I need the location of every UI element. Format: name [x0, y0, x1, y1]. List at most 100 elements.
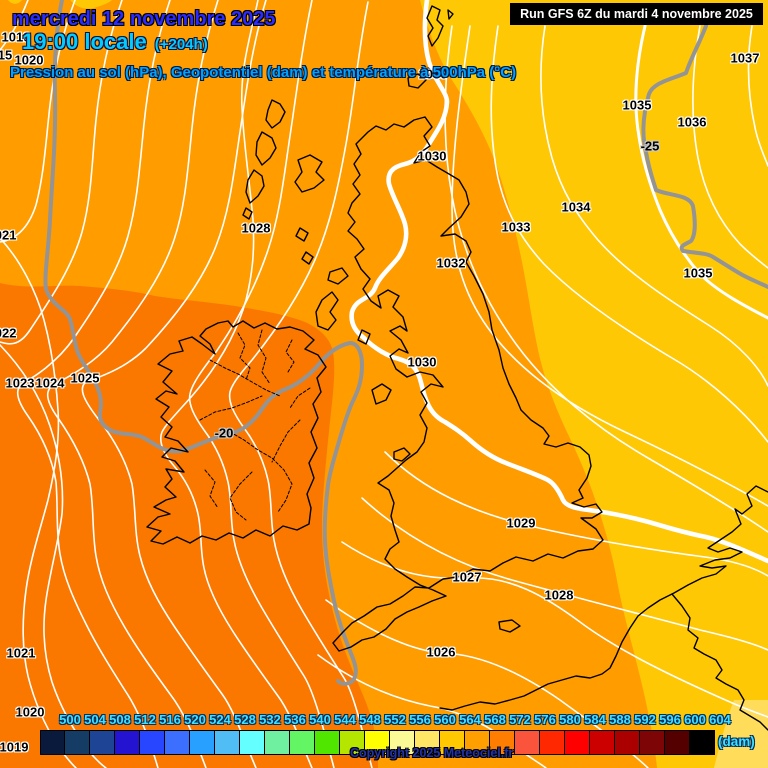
isobar-line-1030: [349, 0, 768, 564]
isobar-line: [692, 25, 768, 269]
colorbar-value: 536: [284, 712, 306, 727]
colorbar-cell: [165, 730, 190, 755]
colorbar-cell: [115, 730, 140, 755]
colorbar-value: 564: [459, 712, 481, 727]
run-info-box: Run GFS 6Z du mardi 4 novembre 2025: [510, 3, 763, 25]
time-text: 19:00 locale: [22, 29, 147, 54]
colorbar-cell: [40, 730, 65, 755]
isobar-line-1035: [634, 24, 768, 320]
pressure-label: 1030: [418, 66, 448, 82]
pressure-label: 1030: [417, 148, 447, 164]
colorbar-cell: [90, 730, 115, 755]
isobar-line: [384, 451, 768, 577]
coast-isle-of-wight: [498, 619, 521, 633]
pressure-label: 1035: [683, 265, 713, 281]
pressure-label: 1026: [426, 644, 456, 660]
colorbar-value: 512: [134, 712, 156, 727]
colorbar-value: 568: [484, 712, 506, 727]
temperature-line-minus20: [43, 0, 364, 686]
coast-anglesey: [393, 447, 411, 462]
map-subtitle: Pression au sol (hPa), Geopotentiel (dam…: [10, 64, 517, 81]
colorbar-labels: 500 504 508 512 516 520 524 528 532 536 540 544 548 5…: [0, 712, 768, 728]
colorbar-value: 532: [259, 712, 281, 727]
colorbar-value: 516: [159, 712, 181, 727]
colorbar-cell: [640, 730, 665, 755]
colorbar-cell: [240, 730, 265, 755]
pressure-label: 1021: [6, 645, 36, 661]
pressure-label: 1021: [0, 227, 17, 243]
colorbar-value: 528: [234, 712, 256, 727]
colorbar-value: 520: [184, 712, 206, 727]
region-dark-orange: [0, 283, 378, 768]
run-info-text: Run GFS 6Z du mardi 4 novembre 2025: [520, 7, 753, 21]
pressure-label: 15: [0, 47, 13, 63]
pressure-label: 1020: [15, 704, 45, 720]
colorbar-cell: [665, 730, 690, 755]
colorbar-value: 560: [434, 712, 456, 727]
isobar-line: [46, 0, 219, 768]
pressure-label: 1028: [241, 220, 271, 236]
colorbar-cell: [590, 730, 615, 755]
coast-hebrides: [242, 99, 371, 345]
isobar-line: [228, 1, 373, 768]
pressure-label: 1037: [730, 50, 760, 66]
colorbar-cell: [65, 730, 90, 755]
isobar-line: [16, 0, 171, 768]
colorbar-cell: [465, 730, 490, 755]
colorbar-value: 508: [109, 712, 131, 727]
colorbar-value: 576: [534, 712, 556, 727]
isobar-line: [540, 25, 768, 387]
isobar-line: [81, 0, 267, 768]
isobar-line: [0, 237, 77, 768]
colorbar-value: 592: [634, 712, 656, 727]
coast-continent-river: [671, 593, 768, 731]
colorbar-cell: [540, 730, 565, 755]
coastlines: [146, 5, 768, 731]
colorbar-cell: [365, 730, 390, 755]
forecast-offset: (+204h): [154, 36, 208, 53]
colorbar-value: 584: [584, 712, 606, 727]
pressure-label: 1025: [70, 370, 100, 386]
colorbar-cell: [190, 730, 215, 755]
isobar-line: [0, 0, 76, 243]
colorbar-cell: [315, 730, 340, 755]
coast-continent: [439, 485, 768, 711]
isobar-line: [0, 0, 29, 51]
region-yellow-sliver-2: [8, 0, 22, 4]
isobar-line: [188, 0, 335, 768]
isobar-line: [341, 541, 768, 718]
coast-ireland-county-borders: [199, 329, 311, 521]
colorbar-value: 544: [334, 712, 356, 727]
coast-ireland: [146, 320, 327, 545]
pressure-label: 1020: [14, 52, 44, 68]
colorbar-cell: [690, 730, 715, 755]
temperature-lines: [43, 0, 768, 686]
pressure-label: 1019: [0, 739, 29, 755]
colorbar-cells: [40, 730, 715, 755]
copyright-text: Copyright 2025 Meteociel.fr: [350, 746, 514, 760]
time-line: 19:00 locale (+204h): [22, 29, 208, 55]
colorbar-value: 552: [384, 712, 406, 727]
region-yellow: [420, 0, 768, 768]
colorbar-cell: [290, 730, 315, 755]
isobar-line: [317, 654, 547, 768]
colorbar-cell: [215, 730, 240, 755]
colorbar-value: 548: [359, 712, 381, 727]
colorbar-cell: [140, 730, 165, 755]
colorbar-value: 504: [84, 712, 106, 727]
colorbar-value: 500: [59, 712, 81, 727]
colorbar-cell: [265, 730, 290, 755]
colorbar-value: 588: [609, 712, 631, 727]
coast-great-britain: [332, 116, 604, 652]
date-line: mercredi 12 novembre 2025: [12, 8, 276, 30]
coast-orkney-shetland: [407, 5, 454, 89]
colorbar-cell: [390, 730, 415, 755]
isobar-line: [0, 0, 123, 345]
temperature-label: -25: [640, 138, 660, 154]
isobar-line: [159, 0, 313, 768]
colorbar-cell: [515, 730, 540, 755]
